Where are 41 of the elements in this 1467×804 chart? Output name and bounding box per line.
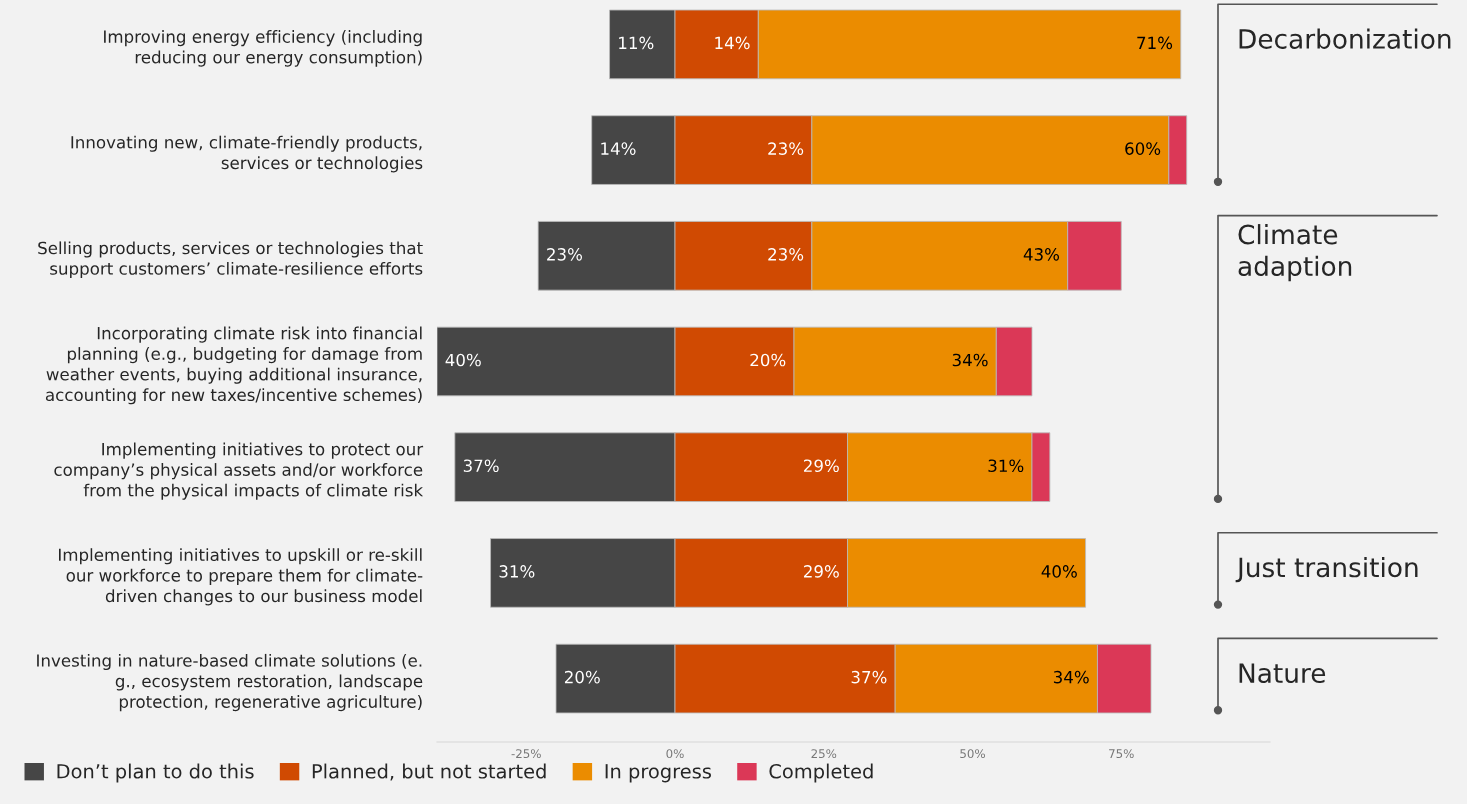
annotation: Nature [1239, 663, 1326, 684]
legend-label: Completed [769, 763, 873, 783]
data-label: 11% [619, 36, 654, 50]
data-label: 23% [768, 248, 804, 261]
data-label: 43% [1023, 248, 1060, 261]
annotation: Climate adaption [1238, 224, 1352, 282]
data-label: 34% [1053, 670, 1089, 684]
data-label: 37% [463, 459, 499, 473]
data-label: 14% [601, 142, 636, 155]
data-label: 60% [1125, 142, 1161, 155]
data-label: 20% [750, 353, 786, 367]
data-label: 23% [547, 248, 583, 261]
data-label: 37% [851, 670, 887, 684]
annotation: Decarbonization [1239, 28, 1451, 49]
data-label: 29% [803, 459, 839, 473]
x-tick-label: 0% [666, 749, 684, 759]
y-tick-label: Selling products, services or technologies that support customers’ climate-resilience efforts [38, 241, 423, 279]
data-label: 31% [499, 565, 535, 578]
legend-label: Don’t plan to do this [57, 763, 254, 783]
data-label: 34% [952, 353, 988, 367]
y-tick-label: Incorporating climate risk into financial planning (e.g., budgeting for damage from weather events, buying additional insurance, accounting for new taxes/incentive schemes) [45, 326, 422, 405]
x-tick-label: 25% [811, 749, 837, 759]
y-tick-label: Improving energy efficiency (including reducing our energy consumption) [104, 30, 422, 67]
data-label: 40% [445, 353, 481, 367]
y-tick-label: Implementing initiatives to upskill or re-skill our workforce to prepare them for climate- driven changes to our business model [59, 548, 423, 606]
data-label: 71% [1137, 36, 1173, 50]
data-label: 14% [715, 36, 750, 50]
data-label: 31% [988, 459, 1024, 473]
legend-label: Planned, but not started [312, 763, 546, 781]
data-label: 29% [803, 565, 839, 578]
x-tick-label: 50% [960, 749, 985, 759]
annotation: Just transition [1235, 556, 1418, 583]
y-tick-label: Implementing initiatives to protect our company’s physical assets and/or workforce from the physical impacts of climate risk [54, 442, 424, 500]
data-label: 20% [564, 670, 600, 684]
y-tick-label: Investing in nature-based climate solutions (e. g., ecosystem restoration, landscape protection, regenerative agriculture) [37, 653, 423, 712]
data-label: 23% [768, 142, 804, 155]
data-label: 40% [1041, 565, 1077, 578]
x-tick-label: -25% [511, 749, 541, 759]
x-tick-label: 75% [1109, 749, 1134, 759]
legend-label: In progress [605, 764, 711, 783]
y-tick-label: Innovating new, climate-friendly products, services or technologies [71, 135, 423, 173]
